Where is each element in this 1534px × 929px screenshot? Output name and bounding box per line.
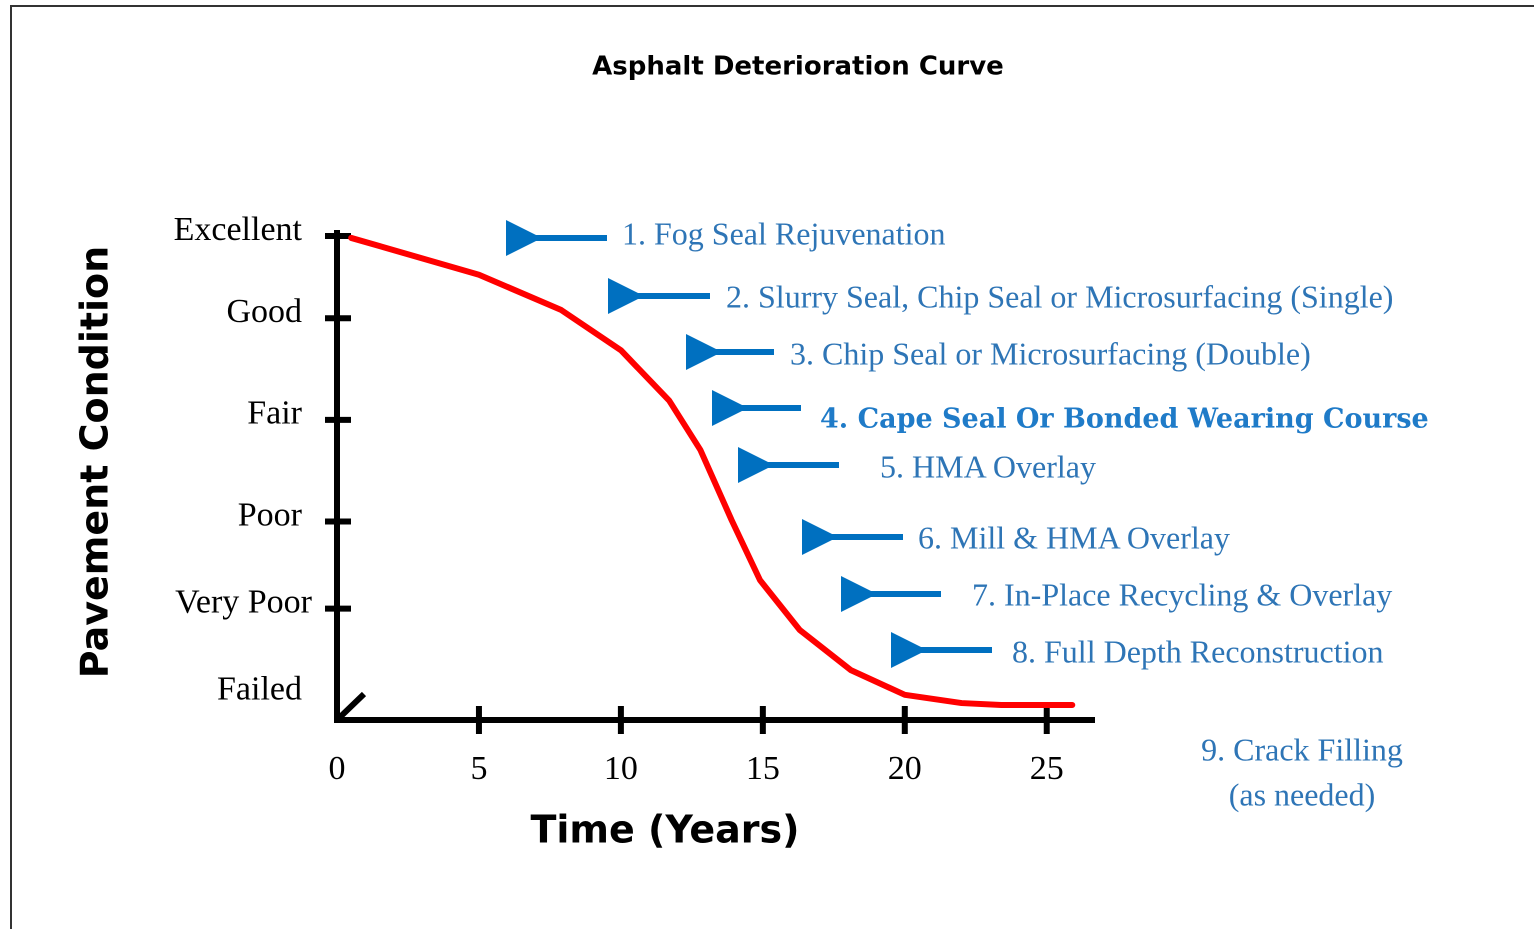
frame (10, 5, 1534, 929)
y-tick-label: Excellent (174, 211, 303, 248)
y-tick-label: Fair (247, 395, 302, 432)
annotation: 4. Cape Seal Or Bonded Wearing Course (820, 404, 1429, 435)
x-tick-label: 0 (329, 750, 346, 787)
y-tick-label: Very Poor (175, 583, 313, 620)
axis-corner (334, 691, 367, 723)
curve (348, 234, 1076, 708)
annotation: 7. In-Place Recycling & Overlay (972, 576, 1392, 612)
chart-title: Asphalt Deterioration Curve (592, 52, 1004, 82)
annotation: 6. Mill & HMA Overlay (918, 519, 1230, 555)
annotation: 5. HMA Overlay (880, 448, 1096, 484)
y-tick-label: Good (226, 293, 302, 330)
note: 9. Crack Filling (1201, 731, 1403, 767)
x-tick-label: 15 (746, 750, 780, 787)
x-axis-title: Time (Years) (530, 808, 799, 852)
x-tick-label: 25 (1030, 750, 1064, 787)
annotation: 1. Fog Seal Rejuvenation (622, 215, 946, 251)
y-axis-title: Pavement Condition (73, 246, 117, 678)
x-tick-label: 10 (604, 750, 638, 787)
annotation: 2. Slurry Seal, Chip Seal or Microsurfac… (726, 278, 1393, 314)
x-tick-label: 5 (470, 750, 487, 787)
note: (as needed) (1229, 776, 1376, 812)
annotation: 3. Chip Seal or Microsurfacing (Double) (790, 335, 1311, 371)
x-tick-label: 20 (888, 750, 922, 787)
y-tick-label: Failed (217, 671, 302, 708)
y-tick-label: Poor (238, 496, 303, 533)
annotation: 8. Full Depth Reconstruction (1012, 633, 1384, 669)
